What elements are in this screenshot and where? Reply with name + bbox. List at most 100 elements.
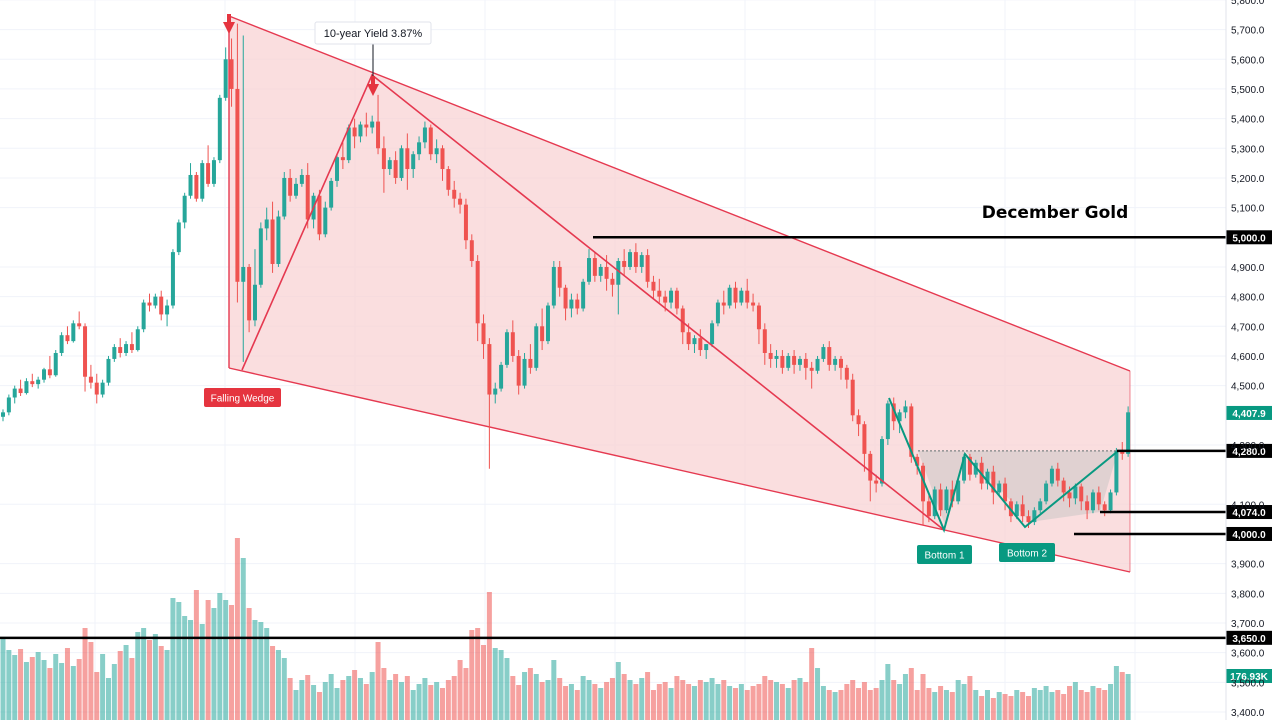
candle-body (188, 174, 193, 196)
candle-body (422, 127, 427, 143)
volume-bar (316, 692, 322, 720)
candle-body (985, 471, 990, 484)
volume-bar (697, 680, 703, 720)
candle-body (77, 323, 82, 327)
volume-bar (891, 680, 897, 720)
candle-body (768, 352, 773, 359)
volume-bar (135, 632, 141, 720)
volume-bar (785, 688, 791, 720)
volume-bar (662, 682, 668, 720)
candle-body (182, 195, 187, 223)
volume-bar (440, 688, 445, 720)
candle-body (751, 302, 756, 306)
candle-body (844, 367, 849, 380)
volume-bar (53, 654, 59, 720)
candle-body (170, 252, 175, 306)
level-badge (1226, 505, 1272, 520)
candle-body (710, 323, 715, 345)
candle-body (247, 266, 252, 321)
candle-body (516, 355, 521, 386)
candle-body (452, 189, 457, 199)
candle-body (30, 381, 35, 385)
volume-bar (64, 648, 70, 720)
volume-bar (1090, 686, 1096, 720)
volume-bar (1043, 686, 1049, 720)
volume-bar (264, 628, 270, 720)
level-badge-label: 4,000.0 (1232, 530, 1266, 541)
candle-body (973, 462, 978, 475)
volume-bar (850, 680, 856, 720)
volume-bar (18, 649, 24, 720)
wedge-area (229, 16, 1130, 572)
volume-bar (533, 674, 539, 720)
volume-bar (750, 686, 756, 720)
candle-body (499, 364, 504, 389)
y-tick-label: 3,400.0 (1231, 708, 1265, 719)
volume-bar (305, 675, 311, 720)
volume-bar (598, 688, 604, 720)
candle-body (856, 415, 861, 425)
candle-body (587, 258, 591, 282)
volume-bar (1037, 690, 1043, 720)
volume-bar (12, 655, 18, 720)
volume-bar (23, 662, 29, 720)
candle-body (598, 266, 603, 276)
volume-bar (504, 658, 510, 720)
volume-bar (481, 645, 487, 720)
volume-bar (627, 680, 633, 720)
volume-bar (469, 630, 475, 720)
volume-bar (932, 692, 938, 720)
candle-body (475, 261, 480, 324)
candle-body (223, 59, 228, 98)
volume-bar (381, 668, 387, 720)
volume-bar (445, 680, 451, 720)
candle-body (463, 204, 468, 241)
volume-badge-label: 176.93K (1230, 672, 1269, 683)
candle-body (200, 163, 205, 199)
volume-bar (270, 646, 276, 720)
candle-body (317, 195, 322, 235)
candle-body (669, 290, 674, 303)
candle-body (780, 355, 785, 368)
volume-bar (574, 690, 580, 720)
volume-bar (129, 658, 135, 720)
level-badge-label: 4,074.0 (1232, 508, 1266, 519)
volume-bar (217, 593, 223, 720)
volume-bar (82, 628, 88, 720)
volume-bar (762, 676, 768, 720)
candle-body (434, 148, 439, 155)
y-tick-label: 3,800.0 (1231, 589, 1265, 600)
volume-bar (41, 660, 47, 720)
candle-body (176, 222, 181, 253)
candle-body (1090, 492, 1095, 511)
volume-bar (70, 666, 76, 720)
candle-body (938, 489, 943, 511)
candle-body (962, 456, 967, 481)
volume-bar (902, 674, 908, 720)
volume-bar (744, 690, 750, 720)
annotations: Falling Wedge 10-year Yield 3.87% Bottom 1… (204, 21, 1055, 564)
volume-bar (1061, 694, 1067, 720)
wedge-lower-line (228, 367, 1131, 573)
candle-body (534, 326, 539, 368)
y-tick-label: 5,300.0 (1231, 144, 1265, 155)
candle-body (756, 305, 761, 330)
volume-bar (633, 684, 639, 720)
candle-body (387, 160, 392, 170)
volume-bar (926, 688, 932, 720)
candle-body (352, 127, 357, 137)
volume-bar (803, 682, 809, 720)
last-price-badge (1226, 405, 1272, 420)
candle-body (299, 174, 304, 184)
y-tick-label: 3,500.0 (1231, 678, 1265, 689)
candle-body (639, 255, 644, 267)
candle-body (698, 338, 703, 351)
candle-body (59, 335, 64, 353)
candle-body (217, 97, 222, 161)
volume-bar (176, 602, 182, 720)
bottom-2-label: Bottom 2 (1007, 549, 1047, 560)
volume-bar (938, 686, 944, 720)
volume-bar (510, 676, 516, 720)
candle-body (411, 154, 416, 170)
candle-body (932, 489, 937, 517)
